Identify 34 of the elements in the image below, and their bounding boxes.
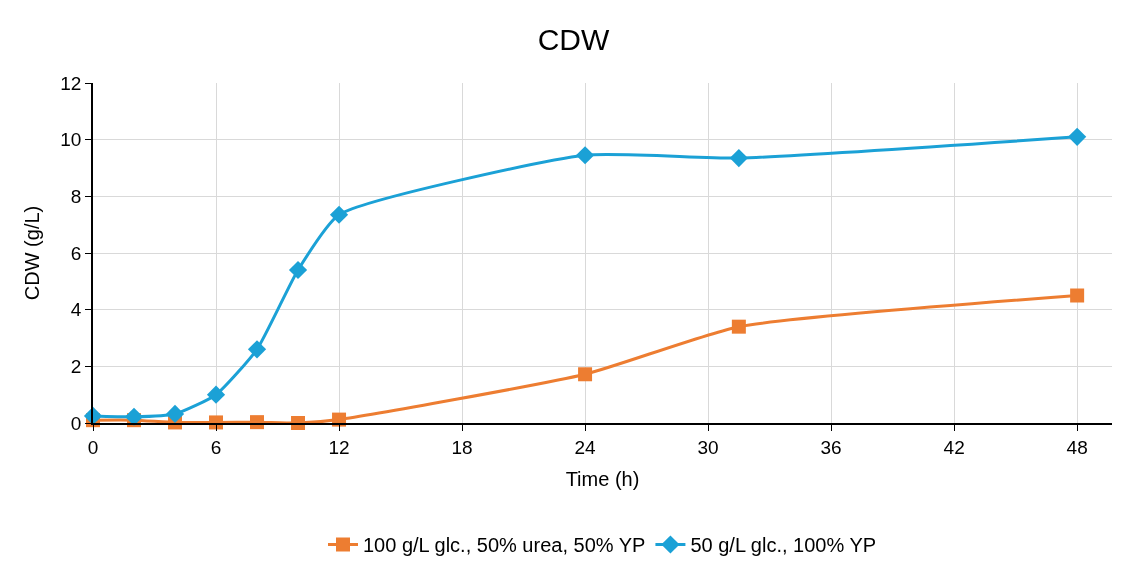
y-tick-label: 6 [70, 242, 82, 264]
x-tick-label: 30 [697, 436, 719, 458]
y-tick-label: 8 [70, 185, 82, 207]
x-axis-title: Time (h) [565, 467, 640, 490]
point [578, 367, 593, 382]
point [165, 404, 185, 424]
x-tick-label: 42 [943, 436, 965, 458]
point [288, 260, 308, 280]
y-axis-title: CDW (g/L) [21, 205, 44, 301]
point [247, 340, 267, 359]
x-tick-label: 0 [87, 436, 99, 458]
point [729, 148, 748, 168]
point [1068, 127, 1087, 146]
x-tick-label: 18 [451, 436, 473, 458]
point [206, 385, 226, 404]
y-tick-label: 2 [70, 355, 82, 377]
x-tick-label: 24 [574, 436, 597, 458]
x-tick-label: 36 [820, 436, 842, 458]
legend-label: 50 g/L glc., 100% YP [690, 534, 877, 557]
point [124, 407, 144, 426]
y-tick-label: 0 [70, 412, 82, 434]
y-tick-label: 10 [60, 129, 82, 151]
x-tick-label: 6 [210, 436, 222, 458]
x-tick-label: 48 [1066, 436, 1088, 458]
y-tick-label: 12 [60, 72, 82, 94]
point [731, 319, 746, 334]
point [575, 146, 595, 165]
y-tick-label: 4 [70, 299, 82, 321]
point [329, 205, 349, 224]
point [83, 406, 103, 426]
point [1070, 288, 1085, 303]
chart-title: CDW [537, 22, 610, 56]
legend-label: 100 g/L glc., 50% urea, 50% YP [363, 534, 646, 557]
x-tick-label: 12 [328, 436, 350, 458]
